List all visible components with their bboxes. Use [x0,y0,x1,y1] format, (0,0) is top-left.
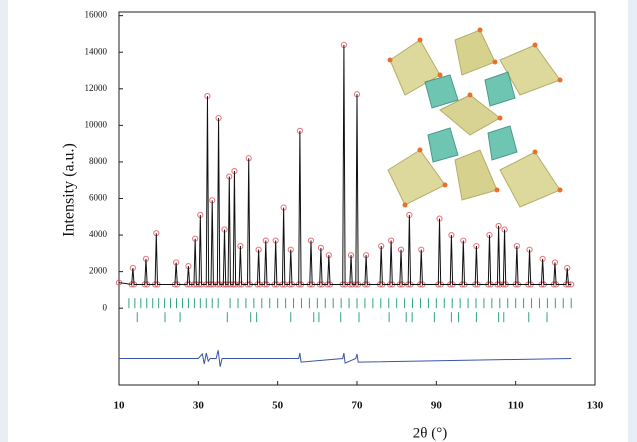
y-tick-label: 4000 [89,229,108,239]
y-tick-label: 2000 [89,266,108,276]
x-tick-label: 50 [272,400,284,412]
y-tick-label: 16000 [85,10,108,20]
x-axis-title: 2θ (°) [413,425,447,441]
x-tick-label: 30 [193,400,205,412]
y-tick-label: 0 [103,302,108,312]
y-tick-label: 10000 [85,119,108,129]
x-tick-label: 70 [352,400,364,412]
x-tick-label: 110 [508,400,524,412]
y-tick-label: 12000 [85,83,108,93]
x-tick-label: 90 [431,400,443,412]
y-tick-label: 14000 [85,46,108,56]
page: {"chart_data": {"type": "line", "y_label… [0,0,637,442]
x-tick-label: 130 [587,400,604,412]
y-tick-label: 8000 [89,156,108,166]
chart: Intensity (a.u.) 2θ (°) 0 2000 4000 6000 800… [0,0,637,442]
y-axis-title: Intensity (a.u.) [61,143,78,237]
x-tick-label: 10 [114,400,126,412]
y-tick-label: 6000 [89,193,108,203]
